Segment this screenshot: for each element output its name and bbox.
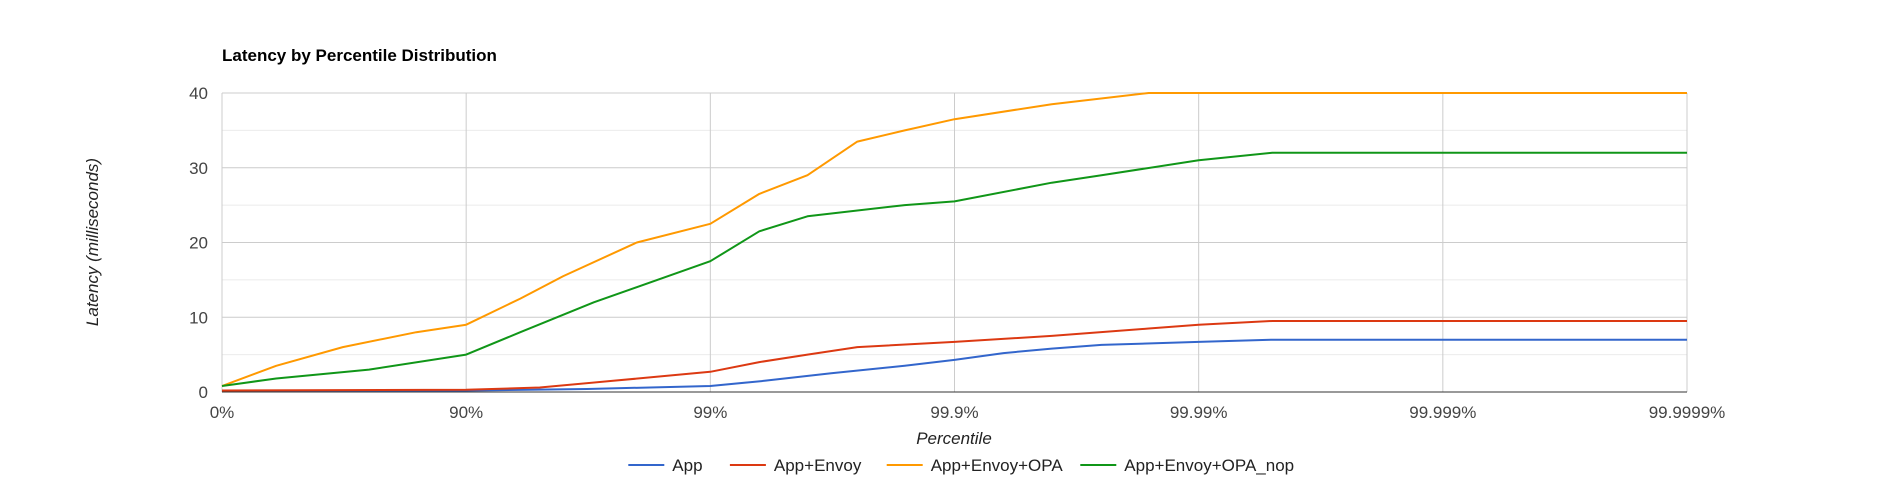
x-tick-label: 99.99%	[1170, 403, 1228, 422]
legend-item-app-envoy[interactable]: App+Envoy	[729, 456, 862, 475]
x-tick-label: 99.9%	[930, 403, 978, 422]
legend-label: App+Envoy+OPA_nop	[1124, 456, 1294, 475]
y-axis-ticks: 0 10 20 30 40	[189, 84, 208, 402]
x-tick-label: 99.999%	[1409, 403, 1476, 422]
y-tick-label: 10	[189, 308, 208, 327]
legend-label: App+Envoy	[774, 456, 862, 475]
series-line-app-envoy	[221, 320, 1687, 392]
legend-item-app-envoy-opa-nop[interactable]: App+Envoy+OPA_nop	[1080, 456, 1294, 475]
legend-item-app[interactable]: App	[628, 456, 703, 475]
series-line-app-envoy-opa-nop	[221, 151, 1687, 387]
x-tick-label: 90%	[449, 403, 483, 422]
series-lines	[221, 92, 1687, 393]
x-tick-label: 99%	[693, 403, 727, 422]
x-axis-title: Percentile	[916, 429, 992, 448]
y-tick-label: 30	[189, 159, 208, 178]
legend-label: App+Envoy+OPA	[931, 456, 1064, 475]
y-tick-label: 40	[189, 84, 208, 103]
chart-title: Latency by Percentile Distribution	[222, 46, 497, 65]
series-line-app	[221, 338, 1687, 393]
x-tick-label: 0%	[210, 403, 235, 422]
y-axis-title: Latency (milliseconds)	[83, 158, 102, 326]
series-line-app-envoy-opa	[221, 92, 1687, 387]
y-tick-label: 0	[199, 383, 208, 402]
legend-item-app-envoy-opa[interactable]: App+Envoy+OPA	[886, 456, 1064, 475]
x-tick-label: 99.9999%	[1649, 403, 1726, 422]
legend-label: App	[672, 456, 702, 475]
x-axis-ticks: 0% 90% 99% 99.9% 99.99% 99.999% 99.9999%	[210, 403, 1726, 422]
y-tick-label: 20	[189, 234, 208, 253]
grid	[221, 92, 1688, 392]
legend[interactable]: App App+Envoy App+Envoy+OPA App+Envoy+OPA_n…	[628, 456, 1294, 475]
